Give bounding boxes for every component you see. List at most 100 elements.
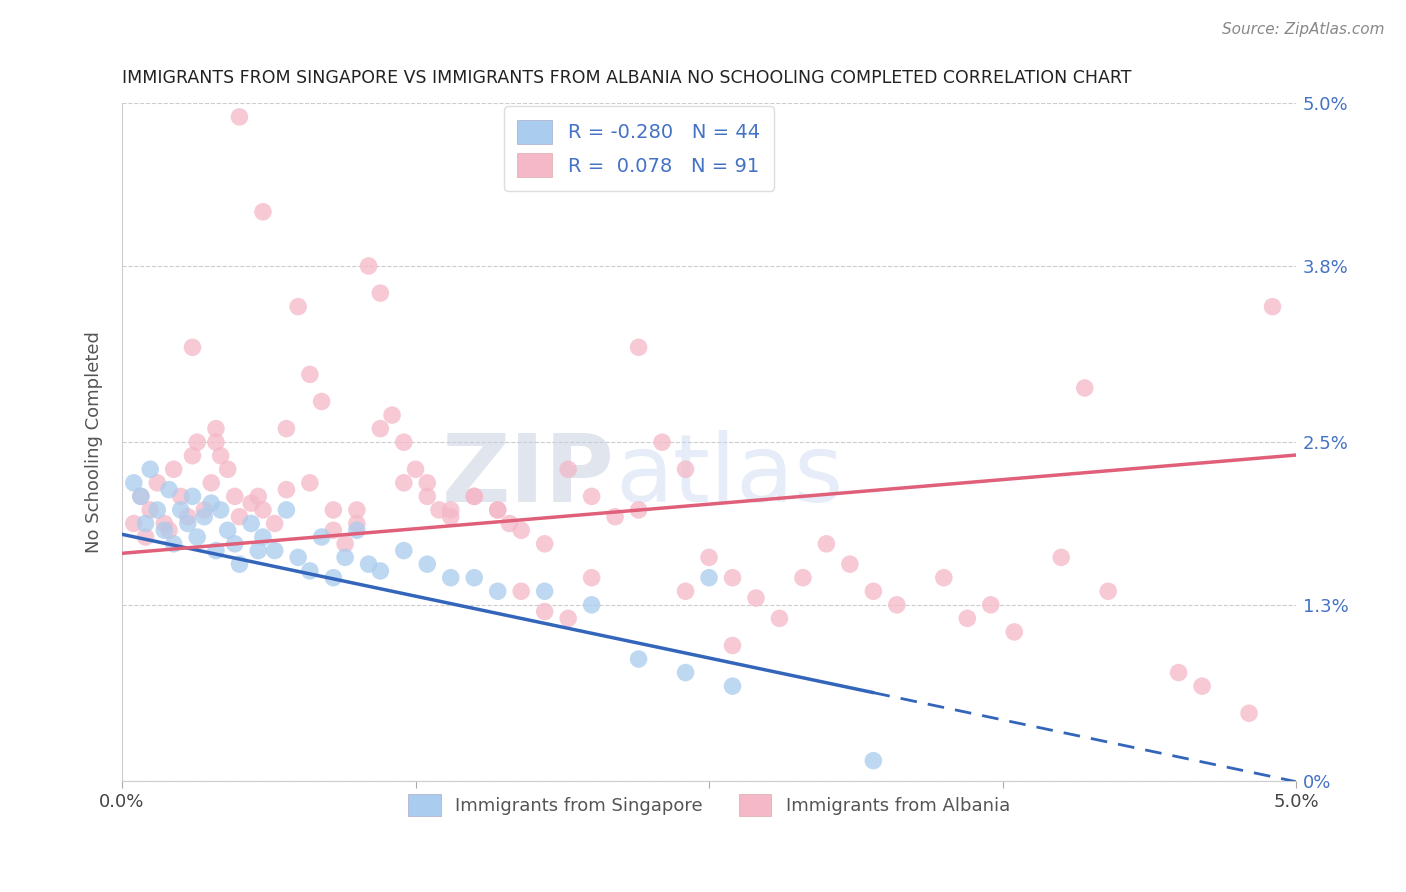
Point bbox=[405, 462, 427, 476]
Point bbox=[298, 475, 321, 490]
Point bbox=[209, 449, 232, 463]
Point bbox=[886, 598, 908, 612]
Point bbox=[1237, 706, 1260, 721]
Point bbox=[276, 483, 298, 497]
Point bbox=[252, 503, 274, 517]
Point bbox=[228, 110, 250, 124]
Point bbox=[181, 340, 204, 354]
Point bbox=[322, 571, 344, 585]
Point bbox=[139, 503, 162, 517]
Point bbox=[263, 543, 285, 558]
Point bbox=[486, 503, 509, 517]
Point bbox=[1261, 300, 1284, 314]
Point bbox=[416, 557, 439, 571]
Point bbox=[768, 611, 790, 625]
Point bbox=[581, 489, 603, 503]
Point bbox=[603, 509, 626, 524]
Point bbox=[153, 523, 176, 537]
Y-axis label: No Schooling Completed: No Schooling Completed bbox=[86, 331, 103, 553]
Point bbox=[200, 496, 222, 510]
Point bbox=[205, 543, 228, 558]
Point bbox=[675, 584, 697, 599]
Point bbox=[193, 509, 215, 524]
Point bbox=[247, 489, 270, 503]
Point bbox=[181, 449, 204, 463]
Point bbox=[557, 462, 579, 476]
Point bbox=[956, 611, 979, 625]
Point bbox=[333, 550, 356, 565]
Point bbox=[298, 564, 321, 578]
Point bbox=[368, 564, 391, 578]
Point bbox=[122, 475, 145, 490]
Point bbox=[980, 598, 1002, 612]
Point bbox=[193, 503, 215, 517]
Point bbox=[392, 475, 415, 490]
Point bbox=[815, 537, 838, 551]
Point bbox=[392, 435, 415, 450]
Point bbox=[322, 503, 344, 517]
Text: atlas: atlas bbox=[614, 430, 844, 522]
Point bbox=[368, 422, 391, 436]
Point bbox=[1167, 665, 1189, 680]
Point bbox=[224, 489, 246, 503]
Text: IMMIGRANTS FROM SINGAPORE VS IMMIGRANTS FROM ALBANIA NO SCHOOLING COMPLETED CORR: IMMIGRANTS FROM SINGAPORE VS IMMIGRANTS … bbox=[122, 69, 1132, 87]
Point bbox=[287, 550, 309, 565]
Point bbox=[163, 462, 186, 476]
Point bbox=[510, 584, 533, 599]
Point bbox=[157, 523, 180, 537]
Point bbox=[745, 591, 768, 605]
Point bbox=[862, 584, 884, 599]
Point bbox=[157, 483, 180, 497]
Point bbox=[153, 516, 176, 531]
Point bbox=[1002, 624, 1025, 639]
Point bbox=[240, 516, 263, 531]
Point bbox=[146, 475, 169, 490]
Text: ZIP: ZIP bbox=[443, 430, 614, 522]
Point bbox=[427, 503, 450, 517]
Point bbox=[392, 543, 415, 558]
Point bbox=[627, 340, 650, 354]
Point bbox=[1073, 381, 1095, 395]
Point bbox=[228, 509, 250, 524]
Point bbox=[651, 435, 673, 450]
Point bbox=[276, 503, 298, 517]
Point bbox=[224, 537, 246, 551]
Point bbox=[311, 530, 333, 544]
Point bbox=[333, 537, 356, 551]
Point bbox=[122, 516, 145, 531]
Point bbox=[311, 394, 333, 409]
Point bbox=[298, 368, 321, 382]
Point bbox=[135, 530, 157, 544]
Point bbox=[287, 300, 309, 314]
Point bbox=[170, 489, 193, 503]
Point bbox=[440, 503, 463, 517]
Point bbox=[627, 652, 650, 666]
Point bbox=[697, 571, 720, 585]
Point bbox=[217, 523, 239, 537]
Point bbox=[217, 462, 239, 476]
Point bbox=[346, 503, 368, 517]
Point bbox=[675, 665, 697, 680]
Point bbox=[139, 462, 162, 476]
Point bbox=[627, 503, 650, 517]
Point bbox=[463, 489, 485, 503]
Point bbox=[557, 611, 579, 625]
Point bbox=[129, 489, 152, 503]
Point bbox=[135, 516, 157, 531]
Point bbox=[533, 605, 555, 619]
Point bbox=[181, 489, 204, 503]
Point bbox=[177, 516, 200, 531]
Point bbox=[533, 537, 555, 551]
Point bbox=[792, 571, 814, 585]
Point bbox=[486, 503, 509, 517]
Point bbox=[440, 509, 463, 524]
Point bbox=[177, 509, 200, 524]
Point bbox=[581, 598, 603, 612]
Point bbox=[368, 286, 391, 301]
Point bbox=[209, 503, 232, 517]
Point bbox=[263, 516, 285, 531]
Point bbox=[228, 557, 250, 571]
Point bbox=[240, 496, 263, 510]
Point bbox=[247, 543, 270, 558]
Point bbox=[416, 475, 439, 490]
